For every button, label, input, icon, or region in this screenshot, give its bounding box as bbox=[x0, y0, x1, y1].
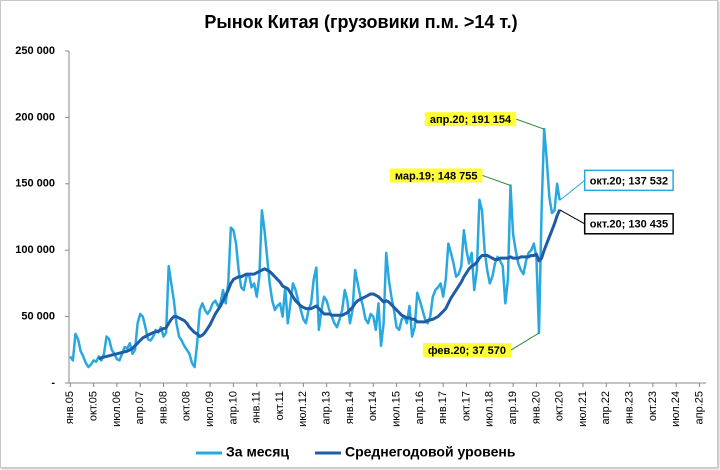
data-label: окт.20; 130 435 bbox=[590, 219, 668, 231]
x-tick-label: июл.09 bbox=[204, 391, 216, 427]
x-tick-label: июл.21 bbox=[577, 391, 589, 427]
x-tick-label: июл.24 bbox=[670, 391, 682, 427]
x-tick-label: окт.05 bbox=[88, 391, 100, 421]
x-tick-label: янв.14 bbox=[344, 391, 356, 424]
label-box bbox=[422, 343, 511, 358]
data-label: мар.19; 148 755 bbox=[395, 170, 478, 182]
label-box bbox=[389, 168, 483, 183]
x-tick-label: июл.15 bbox=[390, 391, 402, 427]
x-tick-label: янв.05 bbox=[64, 391, 76, 424]
x-tick-label: июл.12 bbox=[297, 391, 309, 427]
data-label: фев.20; 37 570 bbox=[428, 345, 506, 357]
chart-title: Рынок Китая (грузовики п.м. >14 т.) bbox=[204, 12, 517, 32]
x-tick-label: апр.25 bbox=[693, 391, 705, 424]
x-tick-label: янв.11 bbox=[251, 391, 263, 423]
x-tick-label: окт.23 bbox=[647, 391, 659, 421]
y-tick-label: 200 000 bbox=[15, 111, 55, 123]
x-tick-label: апр.16 bbox=[414, 391, 426, 424]
y-tick-label: 150 000 bbox=[15, 178, 55, 190]
legend-label: Среднегодовой уровень bbox=[345, 444, 516, 460]
x-tick-label: окт.20 bbox=[554, 391, 566, 421]
label-box bbox=[424, 112, 517, 127]
leader-line bbox=[559, 179, 586, 201]
x-tick-label: апр.07 bbox=[134, 391, 146, 424]
x-tick-label: июл.06 bbox=[111, 391, 123, 427]
x-tick-label: янв.23 bbox=[624, 391, 636, 424]
label-box bbox=[583, 213, 674, 235]
data-label: апр.20; 191 154 bbox=[430, 114, 512, 126]
leader-line bbox=[515, 118, 545, 130]
leader-line bbox=[559, 209, 585, 225]
x-tick-label: окт.08 bbox=[181, 391, 193, 421]
leader-line bbox=[482, 174, 511, 186]
y-tick-label: 50 000 bbox=[21, 311, 55, 323]
data-label: окт.20; 137 532 bbox=[590, 175, 668, 187]
x-tick-label: апр.13 bbox=[321, 391, 333, 424]
x-tick-label: июл.18 bbox=[484, 391, 496, 427]
x-tick-label: янв.20 bbox=[530, 391, 542, 424]
label-box bbox=[583, 169, 674, 192]
legend-label: За месяц bbox=[226, 444, 289, 460]
y-tick-label: 100 000 bbox=[15, 244, 55, 256]
x-tick-label: окт.14 bbox=[367, 391, 379, 421]
y-tick-label: 250 000 bbox=[15, 45, 55, 57]
x-tick-label: янв.08 bbox=[157, 391, 169, 424]
x-tick-label: окт.17 bbox=[460, 391, 472, 421]
y-tick-label: - bbox=[51, 377, 55, 389]
x-tick-label: окт.11 bbox=[274, 391, 286, 420]
x-tick-label: апр.22 bbox=[600, 391, 612, 424]
x-tick-label: апр.19 bbox=[507, 391, 519, 424]
x-tick-label: апр.10 bbox=[227, 391, 239, 424]
x-tick-label: янв.17 bbox=[437, 391, 449, 424]
series-line bbox=[98, 209, 562, 361]
leader-line bbox=[510, 332, 540, 351]
series-line bbox=[69, 127, 561, 369]
